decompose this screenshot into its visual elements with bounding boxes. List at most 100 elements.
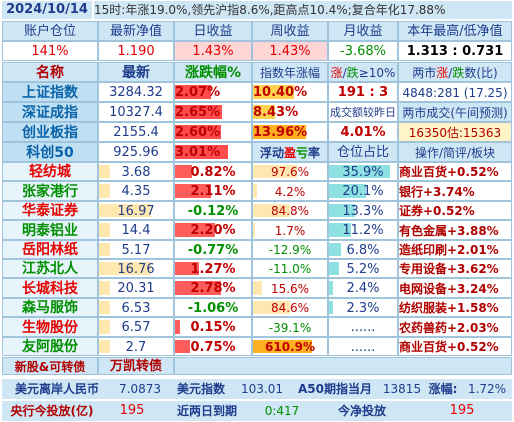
stock-pnl-text: -39.1% [268,321,312,335]
index-col6: 两市成交(午间预测) [398,102,512,122]
stock-note-text: 商业百货+0.52% [399,165,499,179]
stock-pnl: 15.6% [252,278,328,298]
header-summary: 15时:年涨19.0%,领先沪指8.6%,距高点10.4%;复合年化17.88% [94,1,512,19]
fill-bar [99,204,151,217]
newshare-label: 新股&可转债 [2,357,98,375]
account-value-5: 1.313 : 0.731 [398,41,512,61]
stock-note-text: 农药兽药+2.03% [399,321,499,335]
index-change: 2.60% [174,122,252,142]
fill-bar [253,340,313,353]
index-col6: 16350估:15363 [398,122,512,142]
stock-name: 生物股份 [2,317,98,337]
fill-bar [329,204,355,217]
fill-bar [175,281,221,295]
account-value-0-text: 141% [31,44,69,59]
stock-position: 6.8% [328,240,398,259]
stock-change: 0.75% [174,337,252,356]
stock-pnl: -12.9% [252,240,328,259]
stock-position: 35.9% [328,162,398,181]
stock-name-text: 长城科技 [22,281,78,297]
stock-pnl: 84.6% [252,298,328,317]
stock-change-text: 0.15% [190,320,236,335]
index-col4: 10.40% [252,82,328,102]
index-price: 925.96 [98,142,174,162]
index-col5: 4.01% [328,122,398,142]
usd-cnh-label: 美元离岸人民币 [2,379,112,399]
stock-pnl-text: 84.6% [270,301,310,315]
stock-note: 电网设备+3.24% [398,278,512,298]
account-label-3: 周收益 [252,21,328,41]
maturing-value-text: 0:417 [264,404,300,418]
index-col6-text: 操作/简评/板块 [414,146,496,160]
fill-bar [99,340,111,353]
stock-name-text: 友阿股份 [22,339,78,355]
stock-change: -0.77% [174,240,252,259]
index-change: 2.07% [174,82,252,102]
pboc-value: 195 [102,401,162,421]
net-injection-value: 195 [412,401,512,421]
stock-note-text: 电网设备+3.24% [399,282,499,296]
stock-price: 2.7 [98,337,174,356]
stock-price-text: 2.7 [125,340,147,355]
usd-cnh-label-text: 美元离岸人民币 [14,382,99,396]
stock-name-text: 轻纺城 [29,164,71,180]
header-date-text: 2024/10/14 [6,2,88,17]
header-date: 2024/10/14 [2,1,92,19]
a50-change-label-text: 涨幅: [428,382,458,396]
stock-pnl: 1.7% [252,220,328,240]
stock-note: 商业百货+0.52% [398,162,512,181]
stock-name-text: 华泰证券 [22,203,78,219]
stock-price: 4.35 [98,181,174,201]
index-col4-text: 10.40% [253,85,308,100]
fill-bar [329,165,391,178]
stock-note-text: 证券+0.52% [399,204,475,218]
stock-note: 证券+0.52% [398,201,512,220]
index-col5-text: 仓位占比 [336,145,389,160]
index-col5-text: 4.01% [340,125,386,140]
index-header-4-text: 涨/跌≥10% [330,66,396,80]
stock-change: 0.15% [174,317,252,337]
fill-bar [99,165,111,178]
stock-position: 13.3% [328,201,398,220]
stock-name-text: 张家港行 [22,184,78,200]
index-price-text: 925.96 [113,145,159,160]
fill-bar [175,340,191,353]
index-header-5: 两市涨/跌数(比) [398,62,512,82]
stock-pnl: -39.1% [252,317,328,337]
stock-name: 森马服饰 [2,298,98,317]
index-name-text: 创业板指 [22,125,78,141]
fill-bar [175,105,223,119]
stock-pnl: 84.8% [252,201,328,220]
stock-change: 1.27% [174,259,252,278]
newshare-label-text: 新股&可转债 [14,360,86,374]
fill-bar [329,281,334,295]
stock-change: 2.11% [174,181,252,201]
index-price: 3284.32 [98,82,174,102]
dxy-label-text: 美元指数 [176,382,225,396]
pboc-label-text: 央行今投放(亿) [10,404,94,418]
index-col5-text: 191 : 3 [337,85,389,100]
index-name: 科创50 [2,142,98,162]
index-header-3: 指数年涨幅 [252,62,328,82]
account-label-2: 日收益 [174,21,252,41]
account-value-2: 1.43% [174,41,252,61]
stock-name-text: 岳阳林纸 [22,242,78,258]
a50-label: A50期指当月 [290,379,380,399]
account-label-2-text: 日收益 [193,24,233,39]
stock-change: 2.20% [174,220,252,240]
stock-position-text: 5.2% [346,262,380,277]
stock-position-text: 35.9% [342,165,384,180]
index-change-text: 2.65% [175,105,221,120]
fill-bar [175,223,215,237]
fill-bar [329,301,334,314]
usd-cnh-value: 7.0873 [112,379,168,399]
stock-change-text: 2.20% [190,223,236,238]
index-change: 3.01% [174,142,252,162]
account-value-3: 1.43% [252,41,328,61]
stock-change-text: -0.77% [187,243,239,258]
dxy-label: 美元指数 [168,379,234,399]
stock-price-text: 14.4 [121,223,151,238]
fill-bar [329,262,339,275]
stock-change-text: 0.75% [190,340,236,355]
net-injection-label: 今净投放 [312,401,412,421]
